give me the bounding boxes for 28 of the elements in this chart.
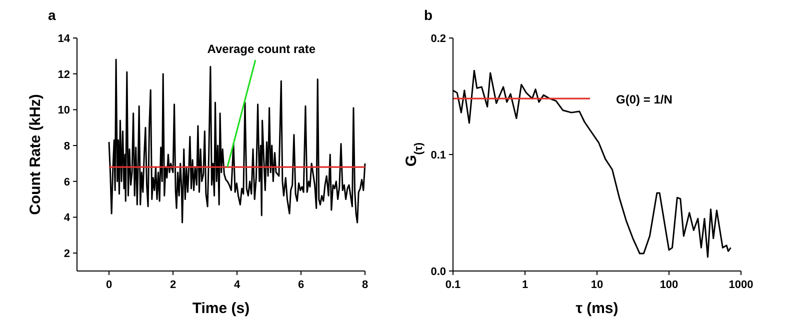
x-tick-label: 6 bbox=[298, 279, 304, 291]
y-axis-title: Count Rate (kHz) bbox=[27, 94, 44, 215]
annotation: Average count rate bbox=[207, 42, 316, 56]
x-tick-label: 100 bbox=[660, 279, 678, 291]
y-tick-label: 6 bbox=[64, 176, 70, 188]
chart-title: a bbox=[48, 7, 56, 23]
y-tick-label: 12 bbox=[58, 68, 70, 81]
line-series bbox=[108, 58, 366, 224]
y-tick-label: 14 bbox=[58, 33, 71, 45]
x-tick-label: 0.1 bbox=[445, 279, 461, 291]
x-tick-label: 2 bbox=[170, 279, 176, 291]
chart-title: b bbox=[424, 7, 433, 23]
x-tick-label: 10 bbox=[590, 279, 604, 291]
y-tick-label: 0.2 bbox=[430, 33, 446, 45]
y-tick-label: 0.1 bbox=[430, 150, 446, 162]
x-axis-title: τ (ms) bbox=[576, 300, 618, 317]
y-tick-label: 2 bbox=[64, 248, 70, 260]
annotation: G(0) = 1/N bbox=[616, 92, 672, 107]
y-tick-label: 10 bbox=[58, 104, 70, 117]
y-tick-label: 0.0 bbox=[430, 266, 446, 278]
x-tick-label: 4 bbox=[234, 279, 241, 291]
x-tick-label: 1 bbox=[522, 279, 528, 291]
x-tick-label: 1000 bbox=[728, 279, 754, 291]
x-tick-label: 8 bbox=[362, 279, 368, 291]
x-tick-label: 0 bbox=[106, 279, 112, 291]
y-tick-label: 8 bbox=[64, 140, 70, 153]
y-tick-label: 4 bbox=[64, 212, 71, 224]
x-axis-title: Time (s) bbox=[192, 300, 250, 317]
